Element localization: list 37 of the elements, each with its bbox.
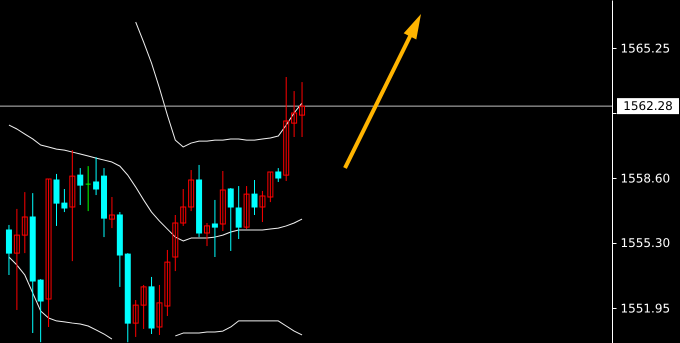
candlestick [77, 168, 84, 206]
candlestick [244, 186, 250, 230]
line-series [8, 124, 303, 242]
candlestick [132, 300, 139, 338]
candlestick [22, 192, 28, 254]
y-tick-label: 1551.95 [620, 302, 670, 316]
candlestick [299, 82, 306, 138]
candlestick [61, 188, 68, 213]
y-tick-label: 1558.60 [620, 172, 670, 186]
candlestick [204, 222, 210, 247]
candlestick [38, 278, 44, 343]
y-tick-label: 1555.30 [620, 236, 670, 250]
candlestick [212, 199, 218, 258]
candlestick [220, 170, 226, 232]
candlestick [69, 150, 76, 262]
candlestick [140, 284, 147, 330]
candlestick [6, 224, 12, 276]
candlestick [14, 208, 20, 310]
candlestick [275, 168, 282, 182]
candlestick [188, 170, 194, 212]
candlestick [236, 186, 242, 240]
ref-line-label: 1562.28 [623, 99, 673, 114]
line-series [135, 22, 303, 148]
candlestick [85, 166, 92, 212]
candlestick [46, 178, 52, 328]
candlestick [291, 90, 298, 138]
candlestick [156, 284, 162, 336]
candlestick [108, 196, 115, 229]
candlestick [252, 180, 258, 216]
candlestick [164, 249, 170, 317]
candlestick [228, 188, 234, 252]
candlestick [267, 171, 274, 203]
candlestick [93, 156, 100, 196]
candlestick [53, 173, 60, 226]
candlestick [259, 190, 266, 223]
y-tick-label: 1565.25 [620, 42, 670, 56]
candlestick [283, 76, 290, 182]
